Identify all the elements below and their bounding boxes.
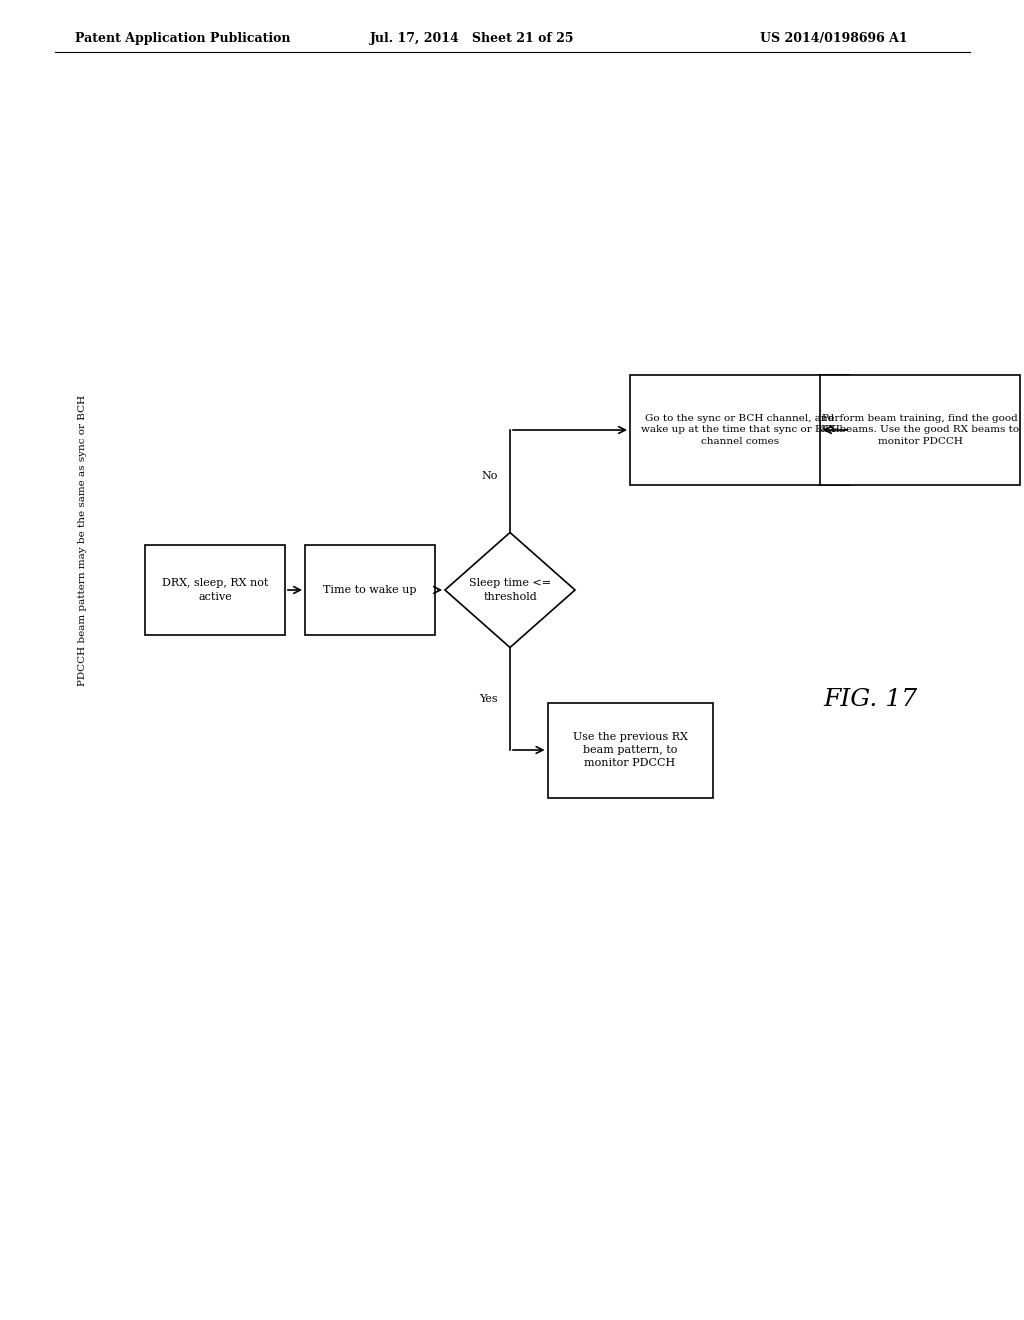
Text: PDCCH beam pattern may be the same as sync or BCH: PDCCH beam pattern may be the same as sy… <box>78 395 87 685</box>
Text: FIG. 17: FIG. 17 <box>823 689 918 711</box>
Text: No: No <box>481 471 498 482</box>
Text: Yes: Yes <box>479 694 498 704</box>
FancyBboxPatch shape <box>548 702 713 797</box>
FancyBboxPatch shape <box>820 375 1020 484</box>
FancyBboxPatch shape <box>630 375 850 484</box>
Text: Go to the sync or BCH channel, and
wake up at the time that sync or BCH
channel : Go to the sync or BCH channel, and wake … <box>641 413 840 446</box>
FancyBboxPatch shape <box>145 545 285 635</box>
Text: Sleep time <=
threshold: Sleep time <= threshold <box>469 578 551 602</box>
Text: Use the previous RX
beam pattern, to
monitor PDCCH: Use the previous RX beam pattern, to mon… <box>572 731 687 768</box>
Text: Patent Application Publication: Patent Application Publication <box>75 32 291 45</box>
Text: Jul. 17, 2014   Sheet 21 of 25: Jul. 17, 2014 Sheet 21 of 25 <box>370 32 574 45</box>
Text: Perform beam training, find the good
RX beams. Use the good RX beams to
monitor : Perform beam training, find the good RX … <box>821 413 1019 446</box>
Text: US 2014/0198696 A1: US 2014/0198696 A1 <box>760 32 907 45</box>
FancyBboxPatch shape <box>305 545 435 635</box>
Polygon shape <box>445 532 575 648</box>
Text: DRX, sleep, RX not
active: DRX, sleep, RX not active <box>162 578 268 602</box>
Text: Time to wake up: Time to wake up <box>324 585 417 595</box>
